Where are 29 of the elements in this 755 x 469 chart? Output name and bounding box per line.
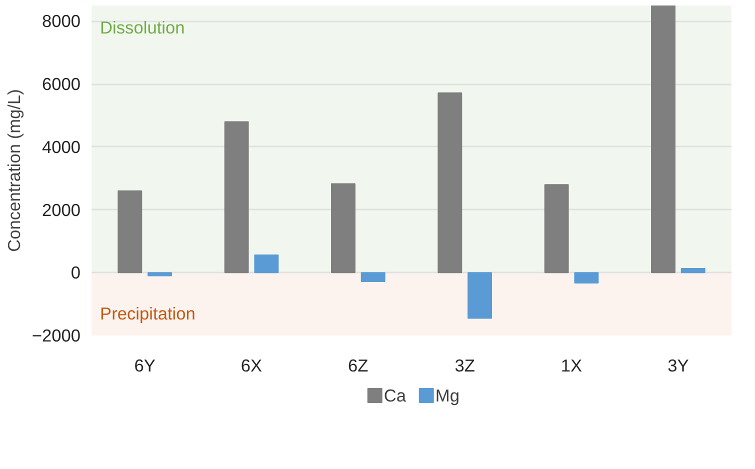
legend-label: Ca <box>384 386 406 406</box>
bar <box>224 121 249 274</box>
y-tick-label: 2000 <box>42 200 81 220</box>
x-tick-label: 6Y <box>134 356 156 376</box>
y-tick-label: 4000 <box>42 136 81 157</box>
x-tick-label: 3Z <box>454 356 476 376</box>
x-tick-label: 1X <box>560 356 583 376</box>
x-tick-label: 6X <box>240 356 263 376</box>
bar <box>651 6 676 274</box>
bar <box>544 184 569 274</box>
legend-label: Mg <box>435 386 460 406</box>
bar <box>468 272 492 319</box>
y-tick-label: 0 <box>70 262 81 283</box>
bar <box>680 268 706 274</box>
y-axis-title: Concentration (mg/L) <box>4 89 24 252</box>
bar <box>254 254 279 274</box>
band-label: Dissolution <box>100 18 185 38</box>
bar <box>438 92 462 274</box>
bar <box>360 272 386 282</box>
x-tick-label: 6Z <box>348 356 369 376</box>
bar <box>118 190 142 274</box>
bar <box>331 183 356 274</box>
band-label: Precipitation <box>100 304 196 324</box>
y-tick-label: −2000 <box>32 326 81 346</box>
bar <box>574 272 599 284</box>
y-tick-label: 8000 <box>42 11 81 32</box>
bar <box>148 272 172 276</box>
y-tick-label: 6000 <box>42 74 81 94</box>
x-tick-label: 3Y <box>668 356 690 376</box>
